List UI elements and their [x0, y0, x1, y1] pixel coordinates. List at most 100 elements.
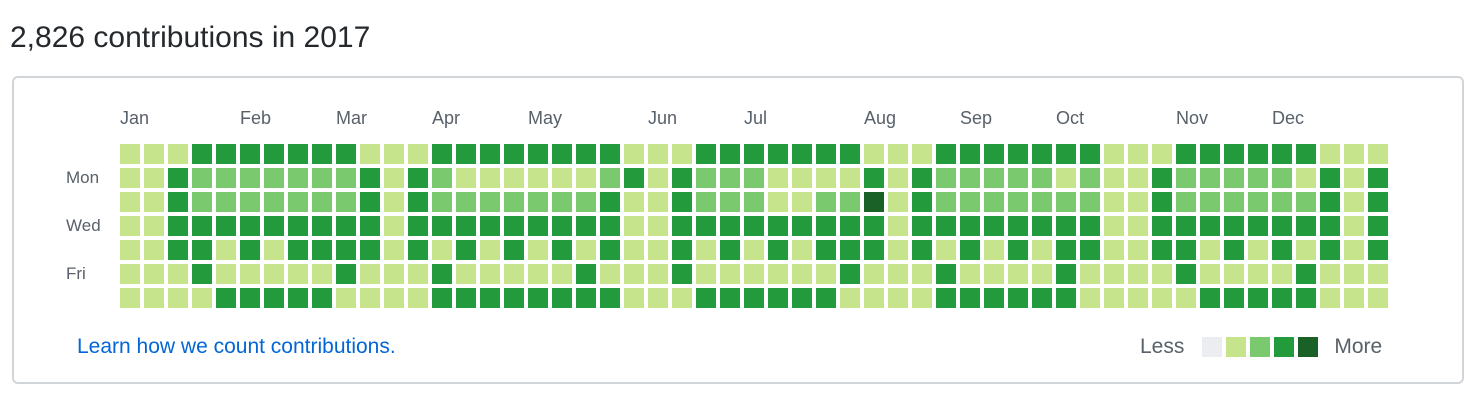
contribution-day-cell[interactable] [984, 216, 1004, 236]
contribution-day-cell[interactable] [336, 240, 356, 260]
contribution-day-cell[interactable] [1104, 264, 1124, 284]
contribution-day-cell[interactable] [312, 144, 332, 164]
contribution-day-cell[interactable] [456, 240, 476, 260]
contribution-day-cell[interactable] [1152, 144, 1172, 164]
contribution-day-cell[interactable] [432, 216, 452, 236]
contribution-day-cell[interactable] [936, 264, 956, 284]
contribution-day-cell[interactable] [768, 144, 788, 164]
contribution-day-cell[interactable] [120, 192, 140, 212]
contribution-day-cell[interactable] [360, 288, 380, 308]
contribution-day-cell[interactable] [720, 168, 740, 188]
contribution-day-cell[interactable] [1080, 264, 1100, 284]
contribution-day-cell[interactable] [576, 264, 596, 284]
contribution-day-cell[interactable] [816, 168, 836, 188]
contribution-day-cell[interactable] [1368, 288, 1388, 308]
contribution-day-cell[interactable] [504, 240, 524, 260]
contribution-day-cell[interactable] [504, 264, 524, 284]
contribution-day-cell[interactable] [216, 264, 236, 284]
contribution-day-cell[interactable] [1176, 264, 1196, 284]
contribution-day-cell[interactable] [1272, 216, 1292, 236]
contribution-day-cell[interactable] [552, 168, 572, 188]
contribution-day-cell[interactable] [1032, 168, 1052, 188]
contribution-day-cell[interactable] [360, 192, 380, 212]
contribution-day-cell[interactable] [768, 216, 788, 236]
contribution-day-cell[interactable] [912, 288, 932, 308]
contribution-day-cell[interactable] [168, 216, 188, 236]
contribution-day-cell[interactable] [1296, 216, 1316, 236]
contribution-day-cell[interactable] [1320, 216, 1340, 236]
contribution-day-cell[interactable] [360, 240, 380, 260]
contribution-day-cell[interactable] [672, 192, 692, 212]
contribution-day-cell[interactable] [264, 216, 284, 236]
contribution-day-cell[interactable] [1032, 192, 1052, 212]
contribution-day-cell[interactable] [1008, 264, 1028, 284]
contribution-day-cell[interactable] [1248, 288, 1268, 308]
contribution-day-cell[interactable] [1344, 168, 1364, 188]
contribution-day-cell[interactable] [240, 264, 260, 284]
contribution-day-cell[interactable] [1152, 216, 1172, 236]
contribution-day-cell[interactable] [1200, 264, 1220, 284]
contribution-day-cell[interactable] [264, 144, 284, 164]
contribution-day-cell[interactable] [768, 192, 788, 212]
contribution-day-cell[interactable] [360, 264, 380, 284]
contribution-day-cell[interactable] [960, 288, 980, 308]
contribution-day-cell[interactable] [600, 240, 620, 260]
contribution-day-cell[interactable] [336, 168, 356, 188]
contribution-day-cell[interactable] [384, 192, 404, 212]
contribution-day-cell[interactable] [312, 240, 332, 260]
contribution-day-cell[interactable] [672, 288, 692, 308]
contribution-day-cell[interactable] [456, 288, 476, 308]
contribution-day-cell[interactable] [768, 288, 788, 308]
contribution-day-cell[interactable] [720, 264, 740, 284]
contribution-day-cell[interactable] [864, 240, 884, 260]
contribution-day-cell[interactable] [1128, 264, 1148, 284]
contribution-day-cell[interactable] [1104, 240, 1124, 260]
contribution-day-cell[interactable] [1056, 192, 1076, 212]
contribution-day-cell[interactable] [984, 288, 1004, 308]
contribution-day-cell[interactable] [1296, 240, 1316, 260]
contribution-day-cell[interactable] [1152, 192, 1172, 212]
contribution-day-cell[interactable] [408, 264, 428, 284]
contribution-day-cell[interactable] [792, 168, 812, 188]
contribution-day-cell[interactable] [1176, 192, 1196, 212]
contribution-day-cell[interactable] [1272, 264, 1292, 284]
contribution-day-cell[interactable] [456, 144, 476, 164]
contribution-day-cell[interactable] [216, 216, 236, 236]
contribution-day-cell[interactable] [768, 240, 788, 260]
contribution-day-cell[interactable] [480, 288, 500, 308]
contribution-day-cell[interactable] [888, 264, 908, 284]
contribution-day-cell[interactable] [144, 240, 164, 260]
contribution-day-cell[interactable] [144, 168, 164, 188]
contribution-day-cell[interactable] [384, 264, 404, 284]
contribution-day-cell[interactable] [288, 264, 308, 284]
contribution-day-cell[interactable] [792, 192, 812, 212]
contribution-day-cell[interactable] [144, 192, 164, 212]
contribution-day-cell[interactable] [1080, 240, 1100, 260]
contribution-day-cell[interactable] [1320, 168, 1340, 188]
contribution-day-cell[interactable] [144, 264, 164, 284]
contribution-day-cell[interactable] [120, 216, 140, 236]
contribution-day-cell[interactable] [888, 144, 908, 164]
contribution-day-cell[interactable] [576, 192, 596, 212]
contribution-day-cell[interactable] [288, 240, 308, 260]
contribution-day-cell[interactable] [1296, 192, 1316, 212]
contribution-day-cell[interactable] [576, 144, 596, 164]
contribution-day-cell[interactable] [336, 264, 356, 284]
contribution-day-cell[interactable] [1320, 192, 1340, 212]
contribution-day-cell[interactable] [432, 144, 452, 164]
contribution-day-cell[interactable] [480, 264, 500, 284]
contribution-day-cell[interactable] [744, 192, 764, 212]
contribution-day-cell[interactable] [648, 144, 668, 164]
contribution-day-cell[interactable] [456, 216, 476, 236]
contribution-day-cell[interactable] [240, 288, 260, 308]
contribution-day-cell[interactable] [480, 144, 500, 164]
contribution-day-cell[interactable] [624, 288, 644, 308]
contribution-day-cell[interactable] [1344, 240, 1364, 260]
contribution-day-cell[interactable] [192, 264, 212, 284]
contribution-day-cell[interactable] [720, 288, 740, 308]
contribution-day-cell[interactable] [1056, 240, 1076, 260]
contribution-day-cell[interactable] [768, 264, 788, 284]
contribution-day-cell[interactable] [720, 216, 740, 236]
contribution-day-cell[interactable] [168, 288, 188, 308]
contribution-day-cell[interactable] [384, 216, 404, 236]
